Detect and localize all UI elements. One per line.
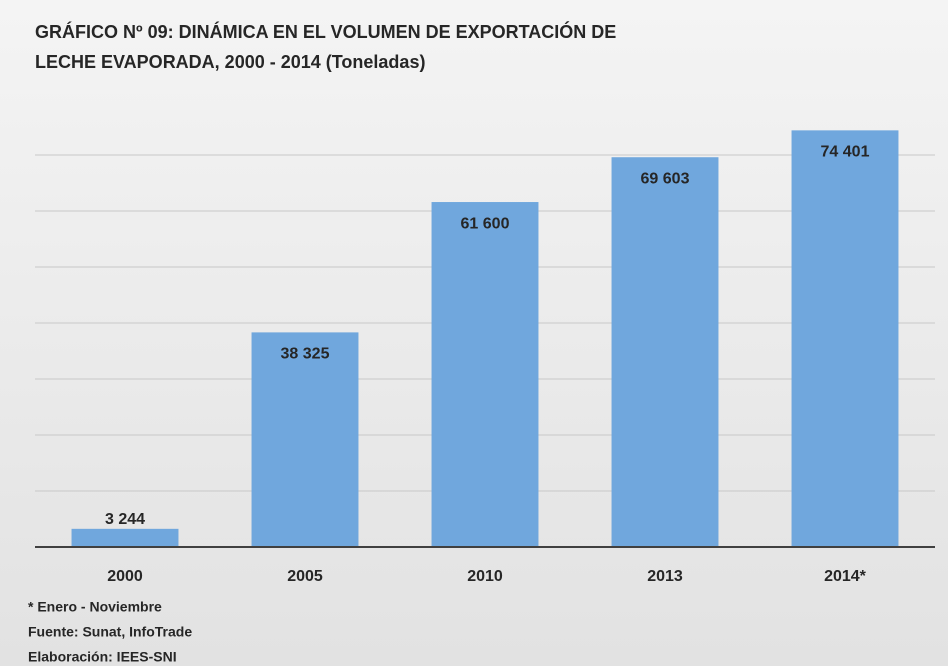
x-tick-label: 2014*	[824, 568, 867, 585]
data-label: 38 325	[281, 346, 330, 363]
data-label: 61 600	[461, 215, 510, 232]
data-label: 3 244	[105, 511, 145, 528]
bar	[791, 130, 899, 547]
x-tick-label: 2005	[287, 568, 323, 585]
bar	[71, 528, 179, 547]
footnote: Elaboración: IEES-SNI	[28, 649, 177, 665]
chart-title: LECHE EVAPORADA, 2000 - 2014 (Toneladas)	[35, 52, 425, 72]
x-tick-label: 2010	[467, 568, 503, 585]
data-label: 69 603	[641, 170, 690, 187]
bar	[431, 202, 539, 548]
x-tick-label: 2000	[107, 568, 143, 585]
footnote: * Enero - Noviembre	[28, 599, 162, 615]
bar	[611, 157, 719, 547]
data-label: 74 401	[821, 144, 870, 161]
footnote: Fuente: Sunat, InfoTrade	[28, 624, 192, 640]
x-tick-label: 2013	[647, 568, 683, 585]
chart-title: GRÁFICO Nº 09: DINÁMICA EN EL VOLUMEN DE…	[35, 21, 616, 42]
bar	[251, 332, 359, 547]
